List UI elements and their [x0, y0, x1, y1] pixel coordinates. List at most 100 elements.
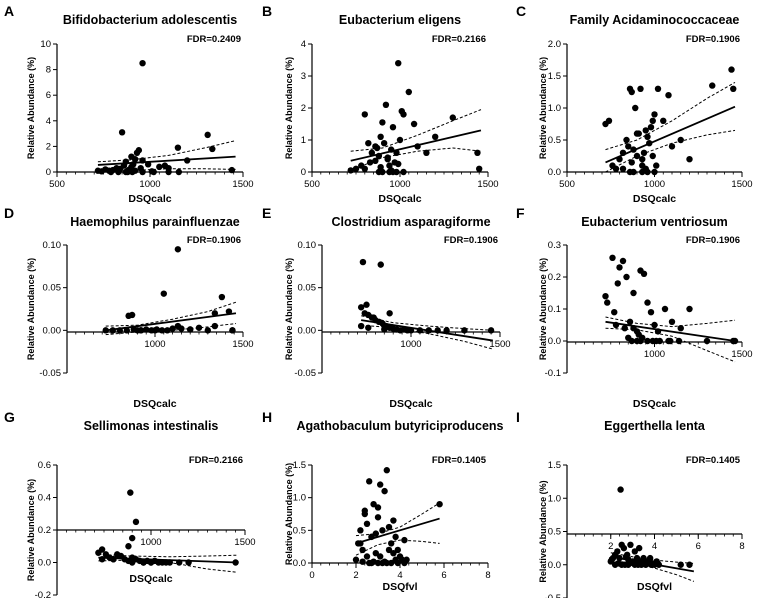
- data-point: [385, 523, 393, 531]
- y-tick-label: 0.2: [548, 272, 561, 283]
- data-point: [653, 162, 660, 169]
- x-tick-label: 1000: [400, 339, 421, 350]
- data-point: [365, 140, 372, 147]
- panel-c: C Family Acidaminococcaceae FDR=0.1906 0.0 0…: [516, 3, 753, 205]
- panel-d: D Haemophilus parainfluenzae FDR=0.1906 -0.…: [4, 205, 254, 410]
- data-point: [359, 546, 366, 554]
- data-point: [352, 556, 360, 563]
- data-point: [374, 504, 382, 511]
- data-point: [123, 327, 131, 334]
- panel-label: E: [262, 205, 271, 221]
- data-point: [357, 527, 364, 534]
- data-point: [380, 140, 388, 147]
- y-tick-label: 2: [301, 103, 306, 114]
- data-point: [204, 327, 211, 334]
- data-point: [677, 325, 684, 332]
- regression-line: [98, 556, 238, 564]
- y-tick-label: 4: [301, 39, 306, 50]
- y-tick-label: 0: [46, 167, 51, 178]
- x-axis-title: DSQcalc: [133, 398, 176, 410]
- ci-lower-line: [97, 168, 236, 172]
- data-point: [410, 120, 418, 128]
- x-axis-title: DSQcalc: [389, 398, 432, 410]
- data-point: [137, 327, 145, 334]
- data-point: [649, 152, 656, 160]
- data-point: [644, 337, 651, 345]
- ci-upper-line: [610, 552, 694, 564]
- data-point: [620, 544, 628, 552]
- data-point: [357, 304, 365, 311]
- data-point: [602, 293, 609, 300]
- data-point: [388, 559, 395, 567]
- fdr-label: FDR=0.2166: [189, 455, 243, 466]
- panel-title: Bifidobacterium adolescentis: [63, 13, 237, 27]
- data-point: [621, 561, 629, 568]
- y-tick-label: -0.5: [545, 593, 561, 598]
- fdr-label: FDR=0.1906: [686, 34, 740, 45]
- data-point: [390, 550, 397, 557]
- regression-line: [610, 555, 695, 573]
- y-tick-label: 6: [46, 90, 51, 101]
- y-tick-label: 0.00: [43, 325, 62, 336]
- data-point: [642, 127, 649, 134]
- x-axis-title: DSQcalc: [128, 193, 171, 205]
- panel-i: I Eggerthella lenta FDR=0.1405 -0.5 0.0 0.5 1.…: [516, 409, 745, 598]
- x-axis-title: DSQcalc: [378, 193, 421, 205]
- x-tick-label: 2: [353, 570, 358, 581]
- data-point: [357, 322, 365, 330]
- data-point: [379, 168, 386, 176]
- data-point: [361, 165, 368, 172]
- data-point: [677, 136, 684, 144]
- data-point: [372, 550, 379, 557]
- y-tick-label: 0.5: [548, 135, 561, 146]
- data-point: [129, 534, 136, 542]
- y-axis-title: Relative Abundance (%): [284, 463, 294, 565]
- data-point: [616, 264, 623, 271]
- data-point: [628, 88, 635, 96]
- data-point: [623, 273, 630, 281]
- fdr-label: FDR=0.2409: [187, 34, 241, 45]
- x-axis-title: DSQcalc: [633, 398, 676, 410]
- data-point: [436, 501, 443, 508]
- ci-upper-line: [361, 315, 493, 331]
- data-point: [370, 501, 377, 508]
- ci-upper-line: [605, 81, 736, 151]
- y-tick-label: 0: [301, 167, 306, 178]
- data-point: [368, 559, 375, 567]
- y-tick-label: 0.5: [548, 527, 561, 538]
- y-tick-label: 0.6: [38, 460, 51, 471]
- x-axis-title: DSQcalc: [129, 573, 172, 585]
- data-point: [392, 533, 399, 541]
- panel-title: Agathobaculum butyriciproducens: [297, 419, 504, 433]
- data-point: [665, 92, 672, 99]
- data-point: [617, 486, 624, 493]
- data-point: [175, 168, 183, 176]
- data-point: [639, 334, 646, 341]
- data-point: [377, 261, 384, 268]
- data-point: [386, 162, 393, 169]
- fdr-label: FDR=0.1906: [444, 235, 498, 246]
- panel-label: C: [516, 3, 526, 19]
- data-point: [110, 556, 117, 563]
- x-tick-label: 2: [608, 541, 613, 552]
- y-tick-label: 0.05: [43, 283, 62, 294]
- x-tick-label: 4: [397, 570, 402, 581]
- x-tick-label: 0: [309, 570, 314, 581]
- data-point: [384, 154, 391, 161]
- ci-upper-line: [350, 109, 482, 152]
- regression-line: [97, 155, 236, 166]
- data-point: [665, 337, 672, 345]
- data-point: [633, 554, 641, 562]
- data-point: [619, 165, 627, 172]
- y-tick-label: -0.05: [39, 368, 61, 379]
- data-point: [366, 478, 373, 485]
- data-point: [379, 559, 386, 567]
- panel-title: Clostridium asparagiforme: [331, 215, 490, 229]
- panel-e: E Clostridium asparagiforme FDR=0.1906 -0.0…: [262, 205, 511, 410]
- fdr-label: FDR=0.1405: [432, 455, 487, 466]
- ci-upper-line: [105, 301, 237, 327]
- y-tick-label: 1.0: [293, 493, 306, 504]
- y-axis-title: Relative Abundance (%): [26, 479, 36, 581]
- panel-h: H Agathobaculum butyriciproducens FDR=0.14…: [262, 409, 504, 593]
- x-tick-label: 4: [652, 541, 657, 552]
